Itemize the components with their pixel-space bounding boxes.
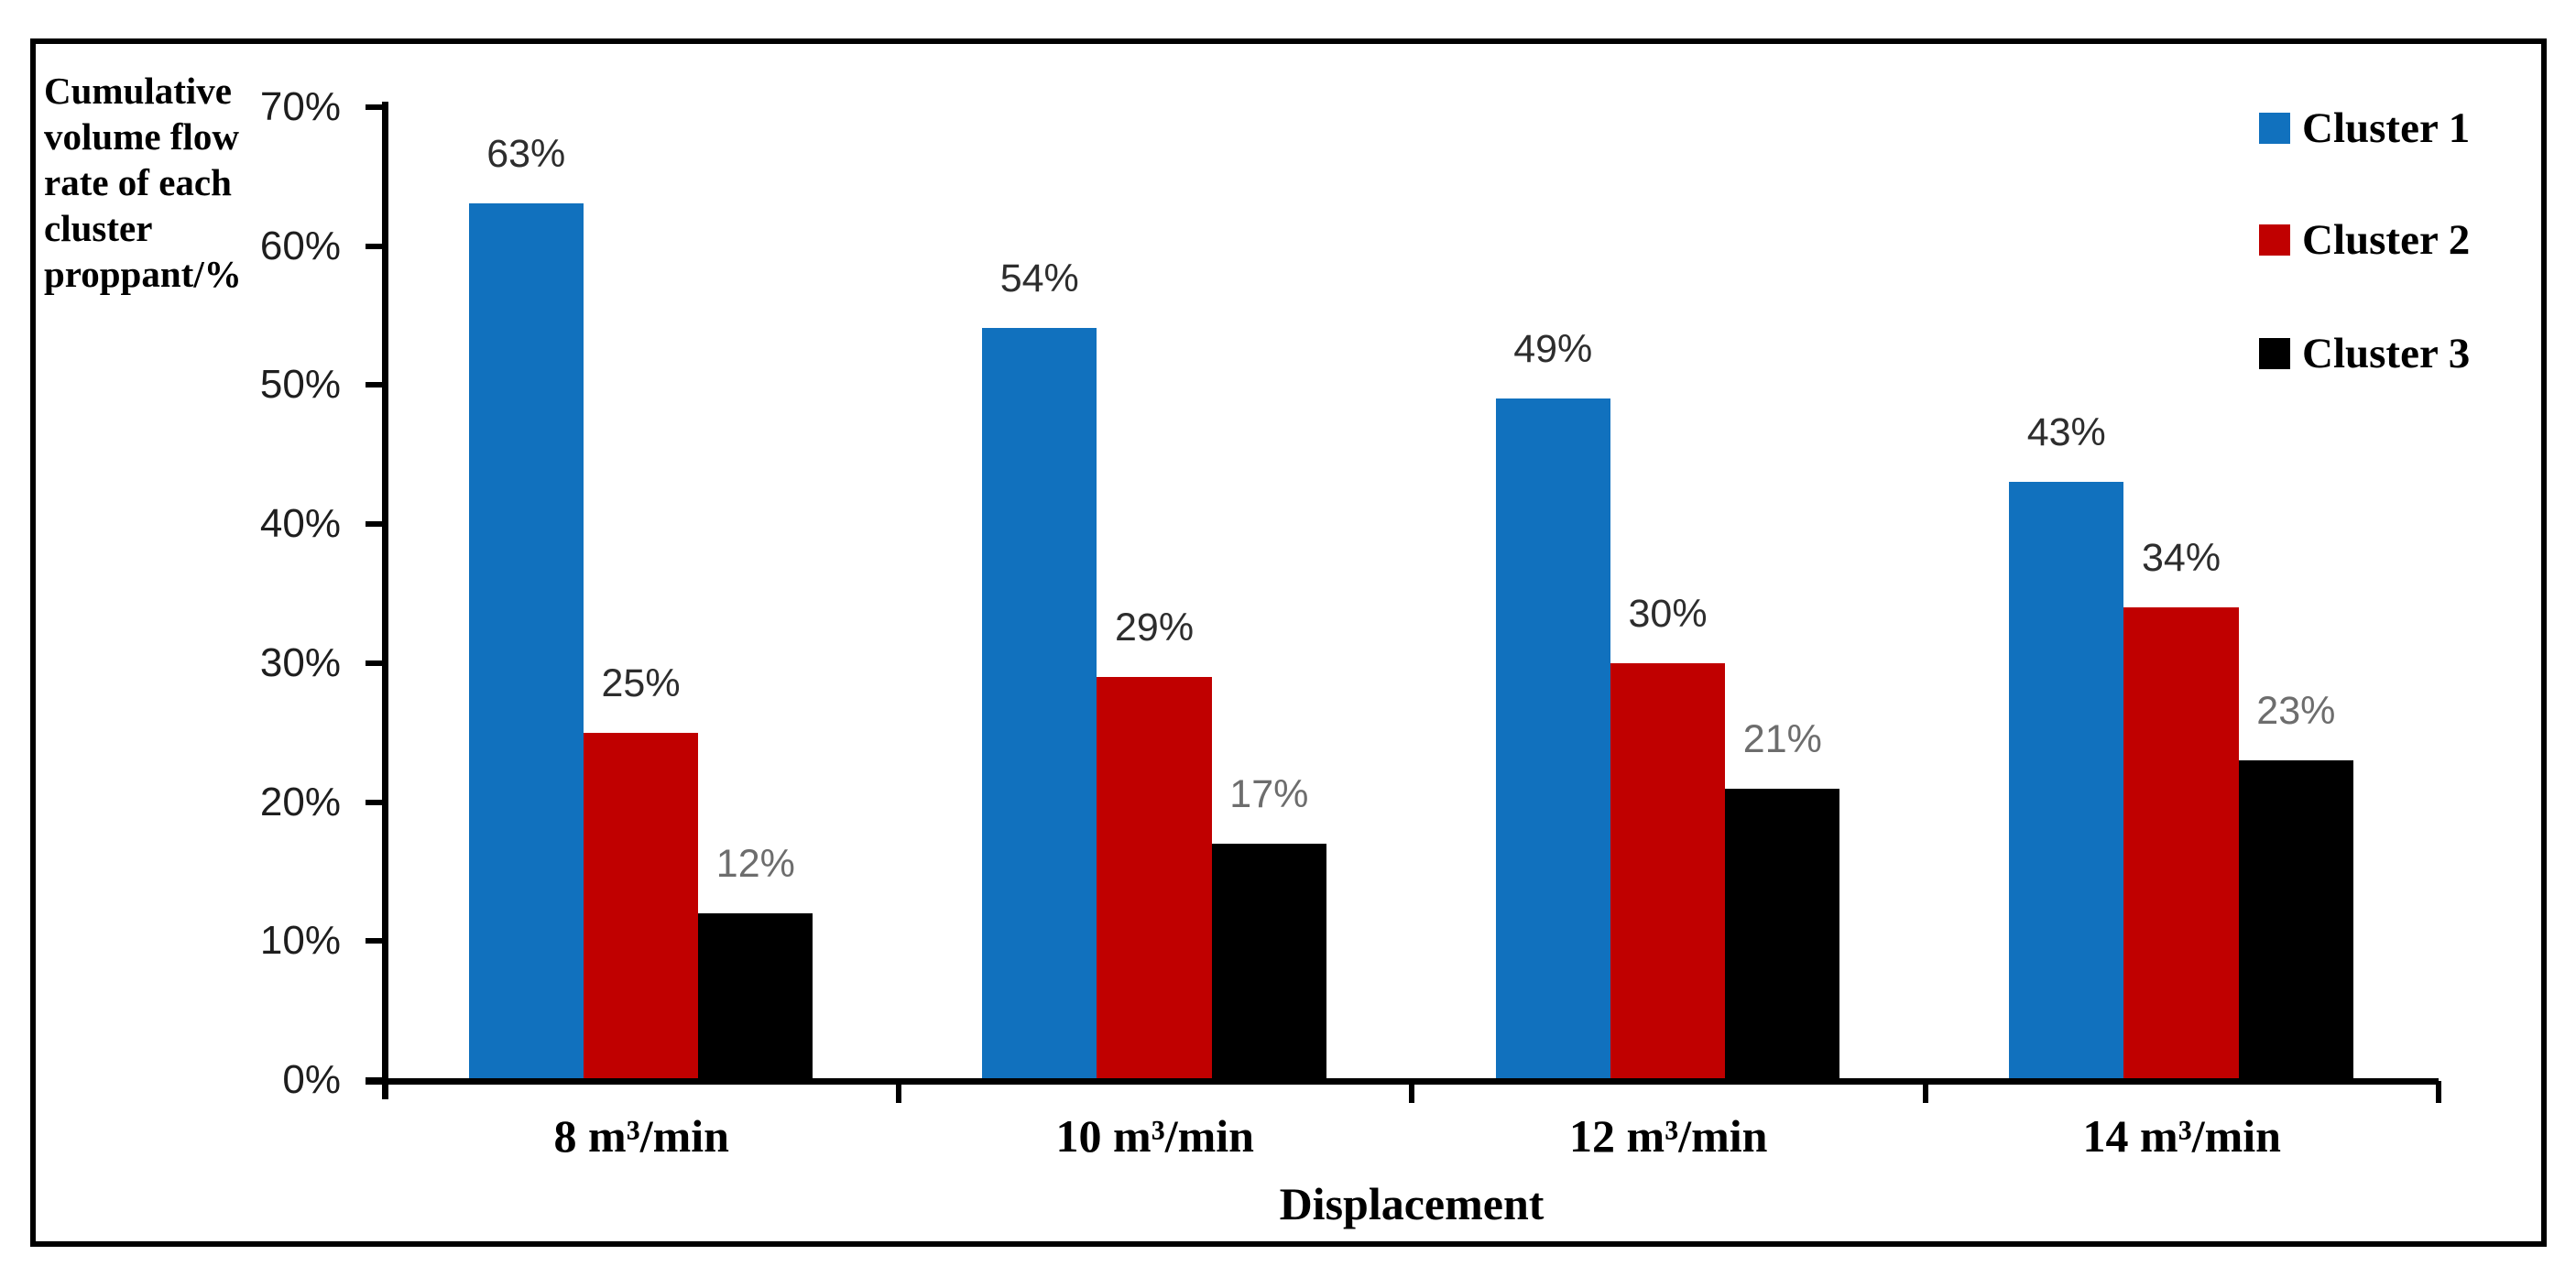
x-axis-line [366, 1078, 2439, 1085]
y-axis-tick [366, 382, 385, 388]
y-axis-tick-label: 20% [259, 779, 341, 824]
bar-value-label: 30% [1628, 591, 1708, 636]
x-axis-category-label: 8 m³/min [553, 1110, 729, 1162]
legend-swatch-cluster-1-icon [2259, 113, 2290, 144]
bar-value-label: 43% [2026, 409, 2106, 454]
legend-label-cluster-1: Cluster 1 [2302, 104, 2471, 152]
bar-value-label: 12% [715, 842, 795, 887]
legend-item-cluster-1: Cluster 1 [2259, 103, 2470, 154]
x-axis-tick [2436, 1081, 2441, 1103]
bar-cluster-2-group-4 [2123, 606, 2239, 1081]
bar-cluster-3-group-2 [1211, 844, 1326, 1081]
legend-swatch-cluster-3-icon [2259, 338, 2290, 369]
x-axis-category-label: 14 m³/min [2082, 1110, 2281, 1162]
x-axis-tick [1409, 1081, 1414, 1103]
bar-cluster-2-group-1 [583, 732, 699, 1081]
legend-item-cluster-2: Cluster 2 [2259, 214, 2470, 266]
x-axis-tick [1922, 1081, 1928, 1103]
x-axis-title: Displacement [1279, 1178, 1545, 1229]
bar-cluster-1-group-1 [468, 202, 584, 1081]
x-axis-category-label: 10 m³/min [1055, 1110, 1254, 1162]
bar-value-label: 54% [999, 257, 1079, 301]
y-axis-line [382, 102, 388, 1099]
bar-cluster-2-group-2 [1097, 676, 1212, 1081]
y-axis-tick-label: 40% [259, 501, 341, 547]
bar-cluster-1-group-4 [2009, 481, 2124, 1081]
x-axis-category-label: 12 m³/min [1569, 1110, 1768, 1162]
legend-label-cluster-2: Cluster 2 [2302, 216, 2471, 264]
y-axis-tick [366, 799, 385, 805]
legend-label-cluster-3: Cluster 3 [2302, 330, 2471, 377]
bar-value-label: 17% [1229, 772, 1309, 817]
bar-value-label: 21% [1742, 716, 1822, 761]
bar-value-label: 23% [2256, 689, 2336, 734]
y-axis-tick [366, 660, 385, 666]
y-axis-tick-label: 70% [259, 84, 341, 129]
y-axis-title: Cumulative volume flow rate of each clus… [44, 70, 242, 295]
y-axis-tick-label: 10% [259, 918, 341, 964]
bar-value-label: 63% [486, 131, 566, 176]
y-axis-tick-label: 30% [259, 639, 341, 685]
y-axis-tick [366, 104, 385, 110]
bar-value-label: 34% [2142, 535, 2221, 580]
bar-cluster-1-group-3 [1495, 398, 1610, 1081]
bar-value-label: 29% [1115, 605, 1195, 649]
x-axis-tick [895, 1081, 901, 1103]
bar-cluster-3-group-1 [698, 913, 813, 1081]
bar-value-label: 25% [601, 660, 681, 705]
y-axis-tick-label: 50% [259, 362, 341, 408]
y-axis-tick-label: 0% [282, 1056, 341, 1102]
legend-item-cluster-3: Cluster 3 [2259, 328, 2470, 379]
bar-cluster-3-group-3 [1725, 788, 1840, 1081]
y-axis-tick [366, 243, 385, 249]
bar-cluster-1-group-2 [982, 328, 1097, 1081]
y-axis-tick [366, 938, 385, 944]
legend-swatch-cluster-2-icon [2259, 224, 2290, 256]
bar-value-label: 49% [1513, 326, 1593, 371]
bar-cluster-2-group-3 [1610, 662, 1726, 1081]
y-axis-tick [366, 521, 385, 528]
y-axis-tick-label: 60% [259, 223, 341, 268]
bar-cluster-3-group-4 [2238, 760, 2353, 1081]
